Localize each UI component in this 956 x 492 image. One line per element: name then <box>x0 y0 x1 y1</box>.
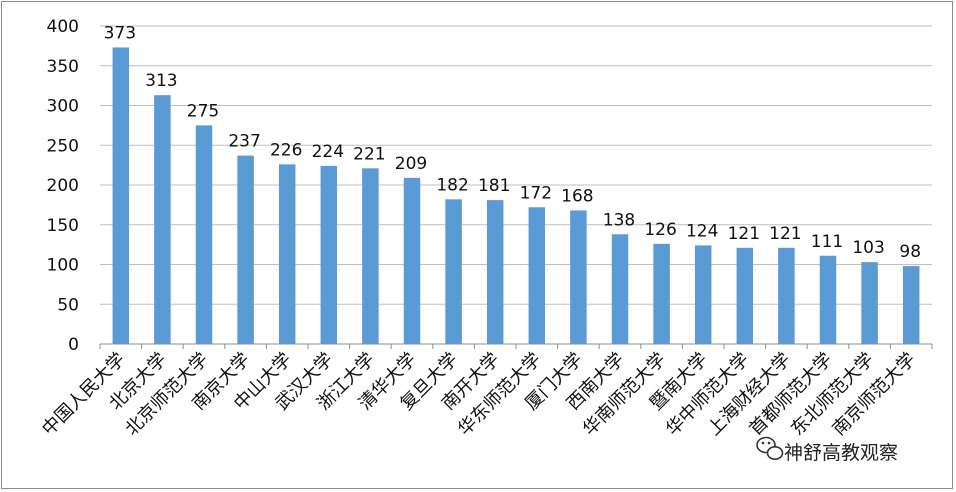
data-label: 111 <box>811 232 843 252</box>
data-label: 373 <box>104 23 136 43</box>
data-label: 138 <box>603 210 635 230</box>
y-tick-label: 400 <box>47 17 79 37</box>
data-label: 209 <box>395 154 427 174</box>
bar-12 <box>570 210 587 344</box>
bar-18 <box>819 255 837 344</box>
bar-6 <box>320 165 338 344</box>
data-label: 98 <box>899 242 921 262</box>
data-label: 103 <box>852 238 884 258</box>
bar-16 <box>736 247 754 344</box>
watermark-text: 神舒高教观察 <box>784 442 898 464</box>
y-tick-label: 100 <box>47 256 79 276</box>
gridlines <box>100 25 932 305</box>
y-axis-ticks: 0 50 100 150 200 250 300 350 400 <box>47 17 79 355</box>
data-label: 224 <box>312 142 344 162</box>
y-tick-label: 350 <box>47 57 79 77</box>
data-label: 221 <box>353 144 385 164</box>
bar-4 <box>237 155 254 344</box>
bar-17 <box>778 247 795 344</box>
bar-13 <box>611 234 629 344</box>
data-label: 182 <box>436 175 468 195</box>
bar-19 <box>861 262 878 344</box>
bar-20 <box>902 266 920 344</box>
bar-10 <box>486 200 504 344</box>
bar-15 <box>694 245 712 344</box>
y-tick-label: 250 <box>47 136 79 156</box>
bar-8 <box>403 177 421 344</box>
y-tick-label: 50 <box>57 295 79 315</box>
data-label: 121 <box>769 224 801 244</box>
wechat-icon <box>756 436 784 460</box>
x-axis-ticks: 中国人民大学北京大学北京师范大学南京大学中山大学武汉大学浙江大学清华大学复旦大学… <box>38 344 933 440</box>
data-label: 121 <box>728 224 760 244</box>
y-tick-label: 200 <box>47 176 79 196</box>
bar-3 <box>195 125 213 344</box>
data-labels: 373 313 275 237 226 224 221 209 182 181 172 168 138 1… <box>104 23 921 262</box>
bar-9 <box>445 199 462 344</box>
data-label: 237 <box>228 132 260 152</box>
bar-14 <box>653 243 670 344</box>
data-label: 275 <box>187 101 219 121</box>
y-tick-label: 0 <box>68 335 79 355</box>
data-label: 172 <box>520 183 552 203</box>
watermark: 神舒高教观察 <box>756 436 898 464</box>
data-label: 168 <box>561 186 593 206</box>
bar-7 <box>362 168 379 344</box>
data-label: 124 <box>686 221 718 241</box>
data-label: 313 <box>145 71 177 91</box>
bar-5 <box>278 164 296 344</box>
bar-2 <box>154 95 171 344</box>
y-tick-label: 300 <box>47 97 79 117</box>
data-label: 126 <box>644 220 676 240</box>
bar-1 <box>112 47 130 345</box>
bars <box>112 47 920 345</box>
bar-11 <box>528 207 546 344</box>
y-tick-label: 150 <box>47 216 79 236</box>
data-label: 226 <box>270 140 302 160</box>
data-label: 181 <box>478 176 510 196</box>
